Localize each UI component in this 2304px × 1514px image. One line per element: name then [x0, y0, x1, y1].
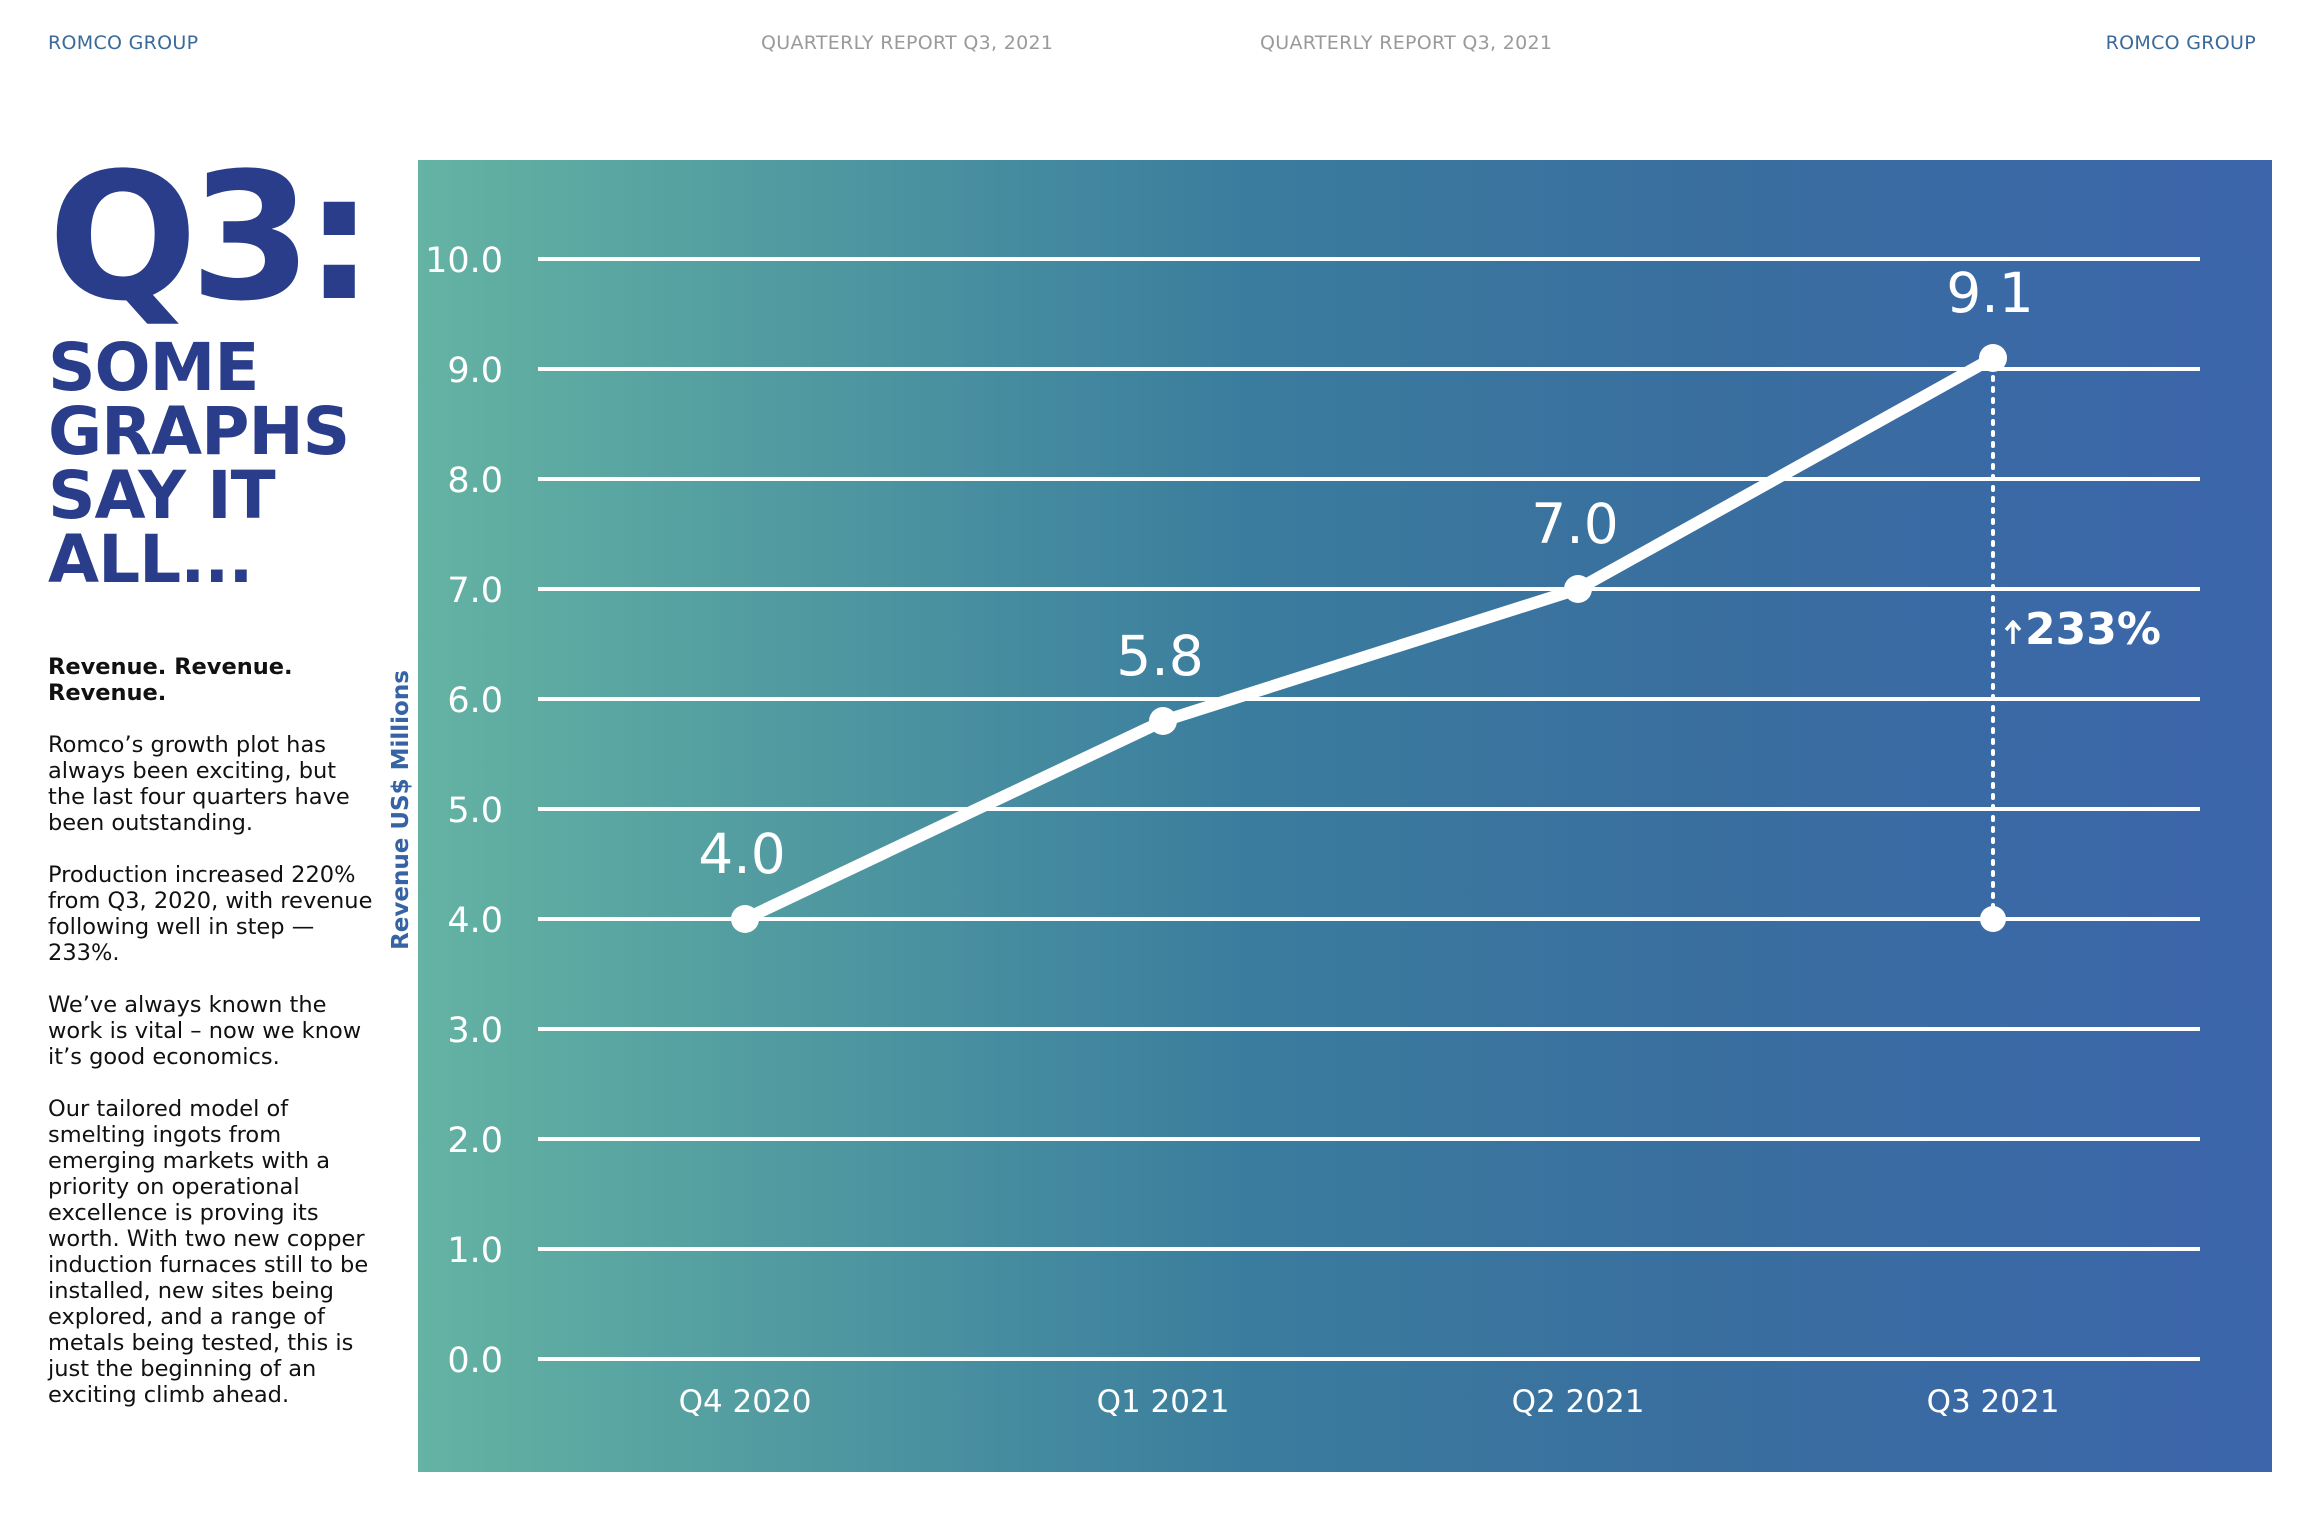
- header-report-title-left: QUARTERLY REPORT Q3, 2021: [761, 32, 1054, 54]
- lead-text: Revenue. Revenue. Revenue.: [48, 654, 293, 706]
- y-tick-label: 3.0: [447, 1011, 503, 1051]
- body-paragraph: Our tailored model of smelting ingots fr…: [48, 1096, 369, 1408]
- body-paragraph: Romco’s growth plot has always been exci…: [48, 732, 350, 836]
- series-line: [739, 352, 1999, 925]
- y-axis-title: Revenue US$ Millions: [388, 670, 414, 950]
- data-point: [1979, 344, 2007, 372]
- sidebar: Q3: SOME GRAPHS SAY IT ALL... Revenue. R…: [48, 150, 378, 1434]
- body-paragraph: We’ve always known the work is vital – n…: [48, 992, 362, 1070]
- header-brand-left: ROMCO GROUP: [48, 32, 199, 54]
- header-report-title-right: QUARTERLY REPORT Q3, 2021: [1260, 32, 1553, 54]
- y-tick-label: 9.0: [447, 351, 503, 391]
- x-tick-label: Q1 2021: [1097, 1384, 1230, 1420]
- y-tick-label: 6.0: [447, 681, 503, 721]
- y-axis-title-container: Revenue US$ Millions: [383, 660, 419, 960]
- x-tick-label: Q3 2021: [1927, 1384, 2060, 1420]
- x-tick-label: Q2 2021: [1512, 1384, 1645, 1420]
- headline-line: GRAPHS: [48, 393, 350, 470]
- annotation-label: 233%: [2025, 604, 2161, 655]
- data-label: 5.8: [1116, 624, 1203, 688]
- data-point: [1149, 707, 1177, 735]
- x-tick-label: Q4 2020: [679, 1384, 812, 1420]
- revenue-line-chart: 0.0 1.0 2.0 3.0 4.0 5.0 6.0 7.0 8.0 9.0 10.0 Q4 202…: [425, 241, 2200, 1420]
- data-point: [1564, 575, 1592, 603]
- headline-line: ALL...: [48, 521, 253, 598]
- y-tick-label: 5.0: [447, 791, 503, 831]
- data-label: 9.1: [1946, 261, 2033, 325]
- y-tick-label: 8.0: [447, 461, 503, 501]
- big-title: Q3:: [48, 135, 374, 340]
- y-tick-label: 1.0: [447, 1231, 503, 1271]
- y-tick-label: 4.0: [447, 901, 503, 941]
- data-label: 7.0: [1531, 492, 1618, 556]
- body-paragraph: Production increased 220% from Q3, 2020,…: [48, 862, 373, 966]
- chart-panel: 0.0 1.0 2.0 3.0 4.0 5.0 6.0 7.0 8.0 9.0 10.0 Q4 202…: [418, 160, 2272, 1472]
- body-copy: Revenue. Revenue. Revenue. Romco’s growt…: [48, 654, 378, 1408]
- y-tick-label: 7.0: [447, 571, 503, 611]
- data-label: 4.0: [698, 822, 785, 886]
- arrow-up-icon-head: [2004, 620, 2022, 632]
- headline-line: SOME: [48, 329, 259, 406]
- headline: SOME GRAPHS SAY IT ALL...: [48, 329, 378, 598]
- data-point: [731, 905, 759, 933]
- y-tick-label: 2.0: [447, 1121, 503, 1161]
- headline-line: SAY IT: [48, 457, 276, 534]
- header-brand-right: ROMCO GROUP: [2105, 32, 2256, 54]
- y-tick-label: 0.0: [447, 1341, 503, 1381]
- annotation-baseline-point: [1980, 906, 2006, 932]
- y-tick-label: 10.0: [425, 241, 503, 281]
